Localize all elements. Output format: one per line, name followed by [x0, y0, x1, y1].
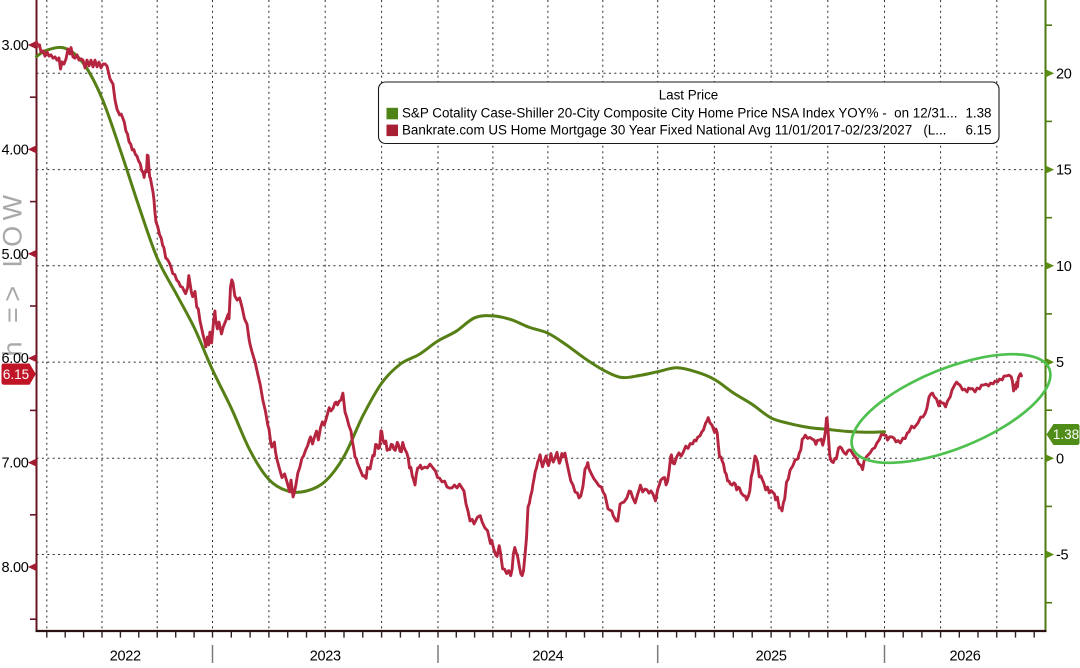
svg-text:15: 15	[1056, 163, 1072, 179]
svg-text:20: 20	[1056, 66, 1072, 82]
svg-text:S&P Cotality Case-Shiller 20-C: S&P Cotality Case-Shiller 20-City Compos…	[402, 106, 957, 121]
svg-text:0: 0	[1056, 451, 1064, 467]
svg-text:2024: 2024	[532, 649, 563, 664]
svg-text:1.38: 1.38	[965, 106, 991, 121]
svg-text:2023: 2023	[310, 649, 341, 664]
svg-text:6.15: 6.15	[965, 122, 991, 137]
svg-text:7.00: 7.00	[1, 456, 28, 472]
svg-text:5.00: 5.00	[1, 247, 28, 263]
svg-text:2026: 2026	[949, 649, 980, 664]
svg-text:8.00: 8.00	[1, 560, 28, 576]
svg-text:5: 5	[1056, 355, 1064, 371]
svg-text:2022: 2022	[110, 649, 141, 664]
svg-text:gh => LOW: gh => LOW	[0, 189, 28, 377]
svg-text:6.15: 6.15	[3, 367, 29, 382]
svg-text:10: 10	[1056, 259, 1072, 275]
svg-text:6.00: 6.00	[1, 351, 28, 367]
svg-text:4.00: 4.00	[1, 142, 28, 158]
svg-text:3.00: 3.00	[1, 38, 28, 54]
svg-text:Bankrate.com US Home Mortgage: Bankrate.com US Home Mortgage 30 Year Fi…	[402, 122, 946, 137]
svg-text:-5: -5	[1056, 548, 1069, 564]
svg-text:1.38: 1.38	[1053, 427, 1079, 442]
svg-text:2025: 2025	[756, 649, 787, 664]
svg-text:Last Price: Last Price	[659, 88, 719, 103]
